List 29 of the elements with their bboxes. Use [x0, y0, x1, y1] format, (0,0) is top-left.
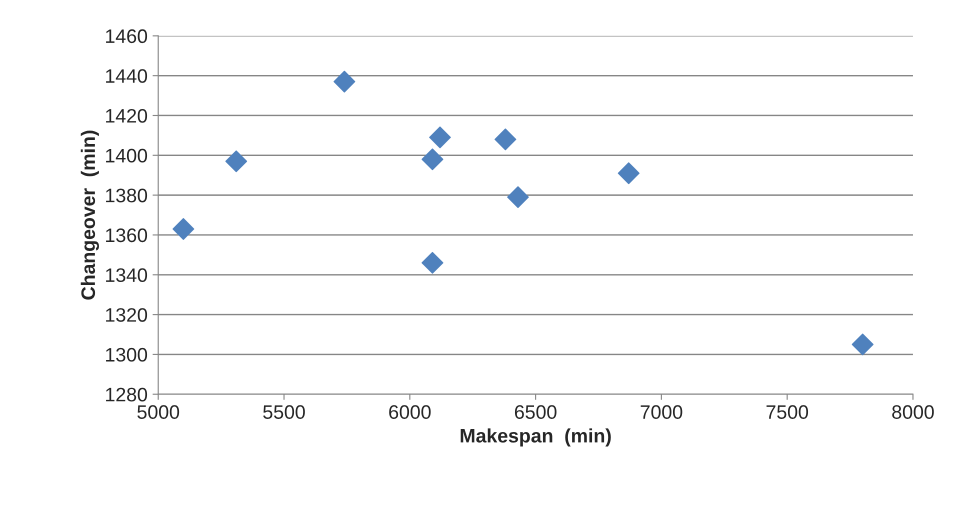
- x-tick-label: 6000: [389, 405, 431, 419]
- x-tick-label: 7500: [766, 405, 808, 419]
- y-tick-label: 1400: [106, 148, 148, 163]
- point: [852, 334, 874, 356]
- x-tick-label: 8000: [892, 405, 934, 419]
- y-tick-label: 1340: [106, 268, 148, 282]
- x-axis-title: Makespan (min): [460, 428, 611, 446]
- point: [225, 150, 248, 172]
- y-tick-label: 1320: [106, 308, 148, 322]
- x-tick-label: 5000: [137, 405, 180, 419]
- point: [422, 252, 444, 274]
- point: [172, 218, 194, 240]
- y-tick-label: 1380: [106, 188, 148, 202]
- y-axis-title: Changeover (min): [80, 130, 100, 300]
- x-tick-label: 6500: [514, 405, 556, 419]
- y-tick-label: 1460: [106, 29, 148, 44]
- y-tick-label: 1360: [106, 228, 148, 242]
- point: [334, 70, 356, 93]
- x-tick-label: 7000: [640, 405, 682, 419]
- point: [494, 128, 516, 150]
- point: [422, 148, 444, 170]
- point: [429, 126, 451, 148]
- y-tick-label: 1420: [106, 108, 148, 123]
- point: [618, 162, 640, 184]
- y-tick-label: 1440: [106, 69, 148, 83]
- x-tick-label: 5500: [263, 405, 305, 419]
- y-tick-label: 1300: [106, 348, 148, 362]
- point: [507, 186, 529, 208]
- y-tick-label: 1280: [106, 388, 148, 402]
